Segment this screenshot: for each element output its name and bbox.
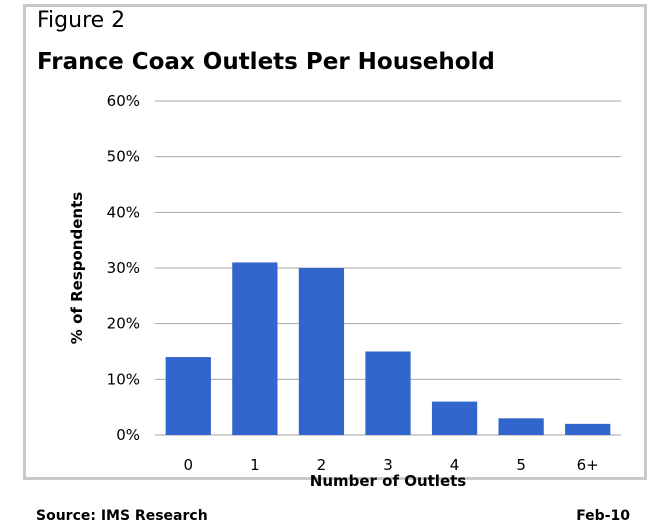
x-tick-label: 1	[250, 456, 260, 474]
x-tick-label: 5	[516, 456, 526, 474]
bar-2	[298, 268, 345, 435]
bar-0	[165, 357, 211, 435]
y-axis-ticks: 0% 10% 20% 30% 40% 50% 60%	[107, 92, 140, 444]
bar-4	[431, 401, 478, 435]
x-tick-label: 2	[317, 456, 327, 474]
bar-3	[365, 351, 411, 435]
bars	[165, 262, 611, 435]
x-tick-label: 4	[450, 456, 460, 474]
x-axis-title: Number of Outlets	[310, 472, 467, 490]
y-tick-label: 40%	[107, 203, 140, 221]
x-tick-label: 0	[184, 456, 194, 474]
x-tick-label: 3	[383, 456, 393, 474]
bar-5	[498, 418, 544, 435]
y-tick-label: 60%	[107, 92, 140, 110]
y-tick-label: 0%	[116, 426, 140, 444]
x-axis-ticks: 0 1 2 3 4 5 6+	[184, 456, 599, 474]
x-tick-label: 6+	[577, 456, 599, 474]
y-tick-label: 30%	[107, 259, 140, 277]
y-tick-label: 20%	[107, 315, 140, 333]
figure-label: Figure 2	[37, 8, 126, 33]
y-axis-title: % of Respondents	[68, 192, 86, 344]
chart-title: France Coax Outlets Per Household	[37, 49, 495, 75]
bar-chart: 0% 10% 20% 30% 40% 50% 60% 0 1 2 3 4 5 6+ Number of …	[68, 92, 621, 490]
y-tick-label: 10%	[107, 370, 140, 388]
y-tick-label: 50%	[107, 148, 140, 166]
bar-6-plus	[565, 423, 611, 435]
date-note: Feb-10	[576, 508, 630, 524]
source-note: Source: IMS Research	[36, 508, 208, 524]
bar-1	[232, 262, 278, 435]
